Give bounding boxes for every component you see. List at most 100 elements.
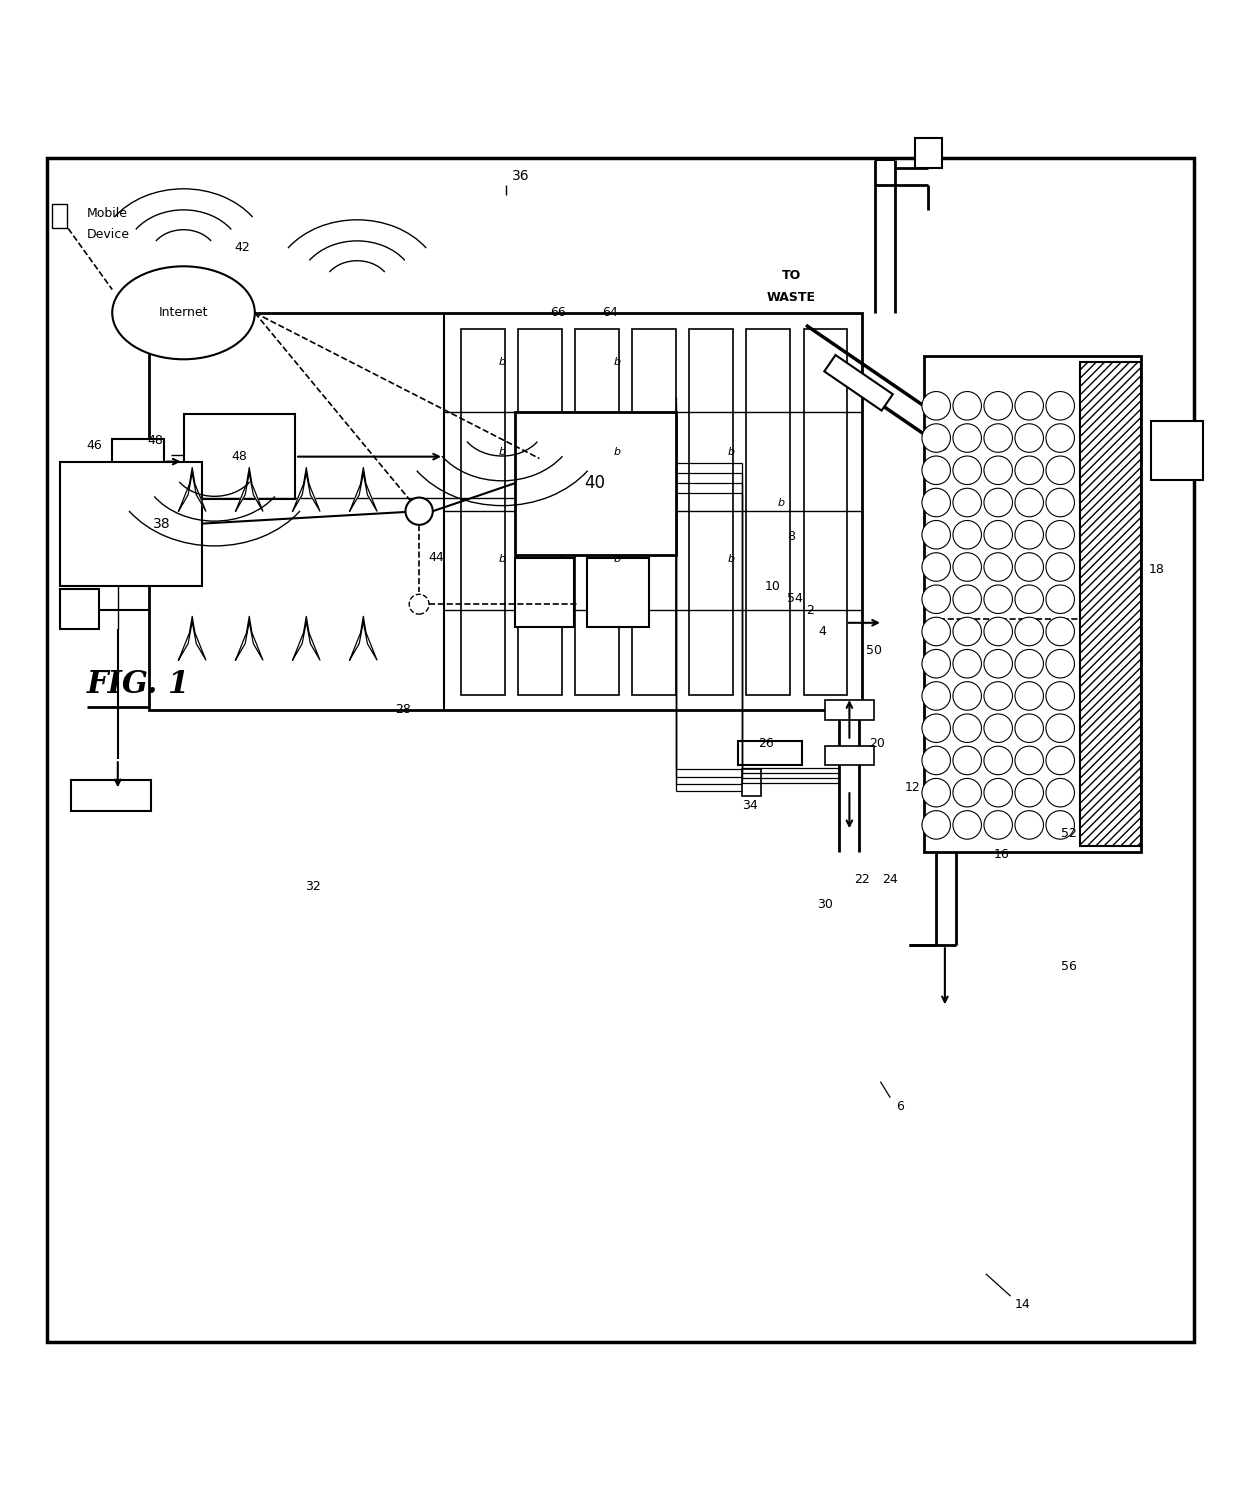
Circle shape (954, 682, 982, 711)
Bar (632, 328, 676, 694)
Text: b: b (777, 498, 785, 508)
Circle shape (985, 488, 1012, 517)
Text: 8: 8 (787, 530, 795, 542)
Circle shape (1014, 682, 1044, 711)
Text: b: b (498, 554, 506, 563)
Text: 18: 18 (1149, 563, 1164, 575)
Circle shape (954, 649, 982, 678)
Polygon shape (293, 467, 320, 511)
Circle shape (1047, 456, 1074, 485)
Text: b: b (614, 554, 621, 563)
Circle shape (1014, 617, 1044, 646)
Circle shape (1047, 488, 1074, 517)
Circle shape (985, 682, 1012, 711)
Text: 44: 44 (429, 551, 444, 563)
Text: 10: 10 (765, 580, 780, 593)
Circle shape (1014, 779, 1044, 807)
Circle shape (1047, 521, 1074, 550)
Circle shape (923, 779, 951, 807)
Text: 54: 54 (787, 592, 802, 604)
Circle shape (985, 779, 1012, 807)
Circle shape (1014, 521, 1044, 550)
Polygon shape (179, 467, 206, 511)
Polygon shape (236, 616, 263, 660)
Circle shape (1014, 584, 1044, 613)
Text: b: b (498, 447, 506, 456)
Circle shape (1014, 488, 1044, 517)
Circle shape (1014, 423, 1044, 452)
Text: 64: 64 (603, 306, 618, 319)
Text: Internet: Internet (159, 306, 208, 319)
Polygon shape (350, 467, 377, 511)
Circle shape (1014, 553, 1044, 581)
Text: 28: 28 (396, 703, 410, 715)
Circle shape (1047, 617, 1074, 646)
Text: WASTE: WASTE (766, 292, 816, 304)
Circle shape (923, 392, 951, 420)
Text: 38: 38 (154, 517, 171, 530)
Circle shape (923, 521, 951, 550)
Circle shape (954, 553, 982, 581)
Text: b: b (728, 447, 735, 456)
Circle shape (954, 521, 982, 550)
Text: 6: 6 (897, 1099, 904, 1113)
Circle shape (985, 617, 1012, 646)
Circle shape (985, 810, 1012, 839)
Polygon shape (293, 616, 320, 660)
Circle shape (985, 649, 1012, 678)
Circle shape (923, 584, 951, 613)
Bar (71, 780, 151, 812)
Circle shape (985, 423, 1012, 452)
Circle shape (1047, 810, 1074, 839)
Circle shape (1014, 649, 1044, 678)
Text: Mobile: Mobile (87, 208, 128, 220)
Text: 66: 66 (551, 306, 565, 319)
Circle shape (923, 553, 951, 581)
Circle shape (985, 745, 1012, 774)
Circle shape (985, 392, 1012, 420)
Circle shape (923, 682, 951, 711)
Text: b: b (728, 554, 735, 563)
Bar (746, 328, 790, 694)
Text: 40: 40 (585, 474, 605, 492)
Circle shape (1047, 392, 1074, 420)
Text: 48: 48 (232, 450, 247, 464)
Bar (742, 770, 761, 797)
Text: FIG. 1: FIG. 1 (87, 669, 190, 700)
Text: 22: 22 (854, 873, 869, 886)
Bar (1080, 363, 1141, 846)
Bar (461, 328, 505, 694)
Polygon shape (236, 467, 263, 511)
Bar (924, 357, 1141, 852)
Bar (689, 328, 733, 694)
Bar (588, 559, 650, 626)
Text: TO: TO (781, 270, 801, 282)
Circle shape (923, 649, 951, 678)
Bar (915, 139, 942, 167)
Text: 30: 30 (817, 898, 832, 911)
Bar (515, 413, 676, 554)
Bar (60, 462, 202, 586)
Text: 20: 20 (869, 736, 884, 750)
Text: 52: 52 (1061, 827, 1076, 840)
Bar (825, 700, 874, 720)
Circle shape (985, 521, 1012, 550)
Circle shape (1047, 779, 1074, 807)
Text: 36: 36 (512, 169, 529, 184)
Circle shape (1047, 682, 1074, 711)
Polygon shape (350, 616, 377, 660)
Text: 14: 14 (1016, 1298, 1030, 1312)
Text: 46: 46 (87, 438, 102, 452)
Circle shape (985, 553, 1012, 581)
Bar (52, 203, 67, 229)
Circle shape (954, 456, 982, 485)
Circle shape (985, 456, 1012, 485)
Circle shape (923, 423, 951, 452)
Bar (149, 313, 862, 709)
Circle shape (1047, 714, 1074, 742)
Circle shape (923, 714, 951, 742)
Text: 48: 48 (148, 434, 162, 447)
Circle shape (954, 392, 982, 420)
Circle shape (1047, 584, 1074, 613)
Circle shape (954, 423, 982, 452)
